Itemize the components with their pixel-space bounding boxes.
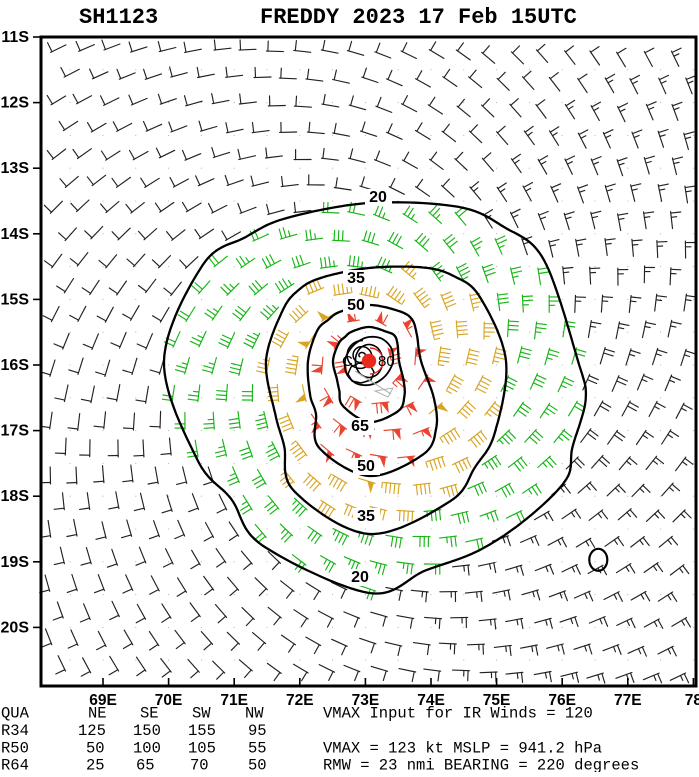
svg-text:105: 105: [188, 739, 216, 757]
svg-text:50: 50: [357, 458, 375, 475]
svg-text:17S: 17S: [1, 423, 30, 440]
svg-text:100: 100: [133, 739, 161, 757]
svg-text:95: 95: [248, 722, 267, 740]
svg-text:65: 65: [351, 418, 369, 435]
svg-text:71E: 71E: [220, 692, 248, 709]
svg-text:50: 50: [86, 739, 105, 757]
svg-text:35: 35: [357, 508, 375, 525]
svg-text:R64: R64: [1, 757, 29, 772]
svg-text:RMW = 23 nmi BEARING =: RMW = 23 nmi BEARING = 220 degrees: [323, 757, 639, 772]
svg-text:35: 35: [347, 270, 365, 287]
svg-text:70E: 70E: [155, 692, 183, 709]
svg-text:55: 55: [248, 739, 267, 757]
svg-text:70: 70: [190, 757, 209, 772]
svg-text:20: 20: [369, 189, 387, 206]
svg-text:25: 25: [86, 757, 105, 772]
svg-text:11S: 11S: [1, 29, 29, 46]
svg-text:20S: 20S: [1, 619, 30, 636]
svg-text:VMAX = 123 kt MSLP = 94: VMAX = 123 kt MSLP = 941.2 hPa: [323, 739, 602, 757]
svg-text:12S: 12S: [1, 95, 30, 112]
svg-text:R34: R34: [1, 722, 29, 740]
svg-text:150: 150: [133, 722, 161, 740]
svg-text:77E: 77E: [614, 692, 642, 709]
svg-text:SH1123: SH1123: [79, 5, 158, 30]
svg-text:50: 50: [248, 757, 267, 772]
svg-text:50: 50: [347, 297, 365, 314]
svg-text:65: 65: [136, 757, 155, 772]
svg-text:15S: 15S: [1, 291, 30, 308]
svg-text:FREDDY 2023 17 Feb 15UTC: FREDDY 2023 17 Feb 15UTC: [260, 5, 577, 30]
svg-text:18S: 18S: [1, 488, 30, 505]
svg-text:20: 20: [351, 569, 369, 586]
svg-text:155: 155: [188, 722, 216, 740]
svg-text:72E: 72E: [286, 692, 314, 709]
svg-text:78: 78: [685, 692, 699, 709]
svg-text:13S: 13S: [1, 160, 30, 177]
svg-text:QUA: QUA: [1, 705, 30, 723]
svg-text:NW: NW: [245, 705, 264, 723]
svg-text:SE: SE: [140, 705, 159, 723]
svg-text:VMAX Input for IR Winds =: VMAX Input for IR Winds = 120: [323, 705, 593, 723]
svg-text:SW: SW: [192, 705, 211, 723]
svg-text:14S: 14S: [1, 226, 30, 243]
svg-text:NE: NE: [88, 705, 107, 723]
svg-text:80: 80: [378, 353, 395, 370]
svg-text:19S: 19S: [1, 554, 30, 571]
svg-text:R50: R50: [1, 739, 29, 757]
svg-text:16S: 16S: [1, 357, 30, 374]
svg-text:C: C: [342, 353, 353, 370]
svg-text:125: 125: [78, 722, 106, 740]
